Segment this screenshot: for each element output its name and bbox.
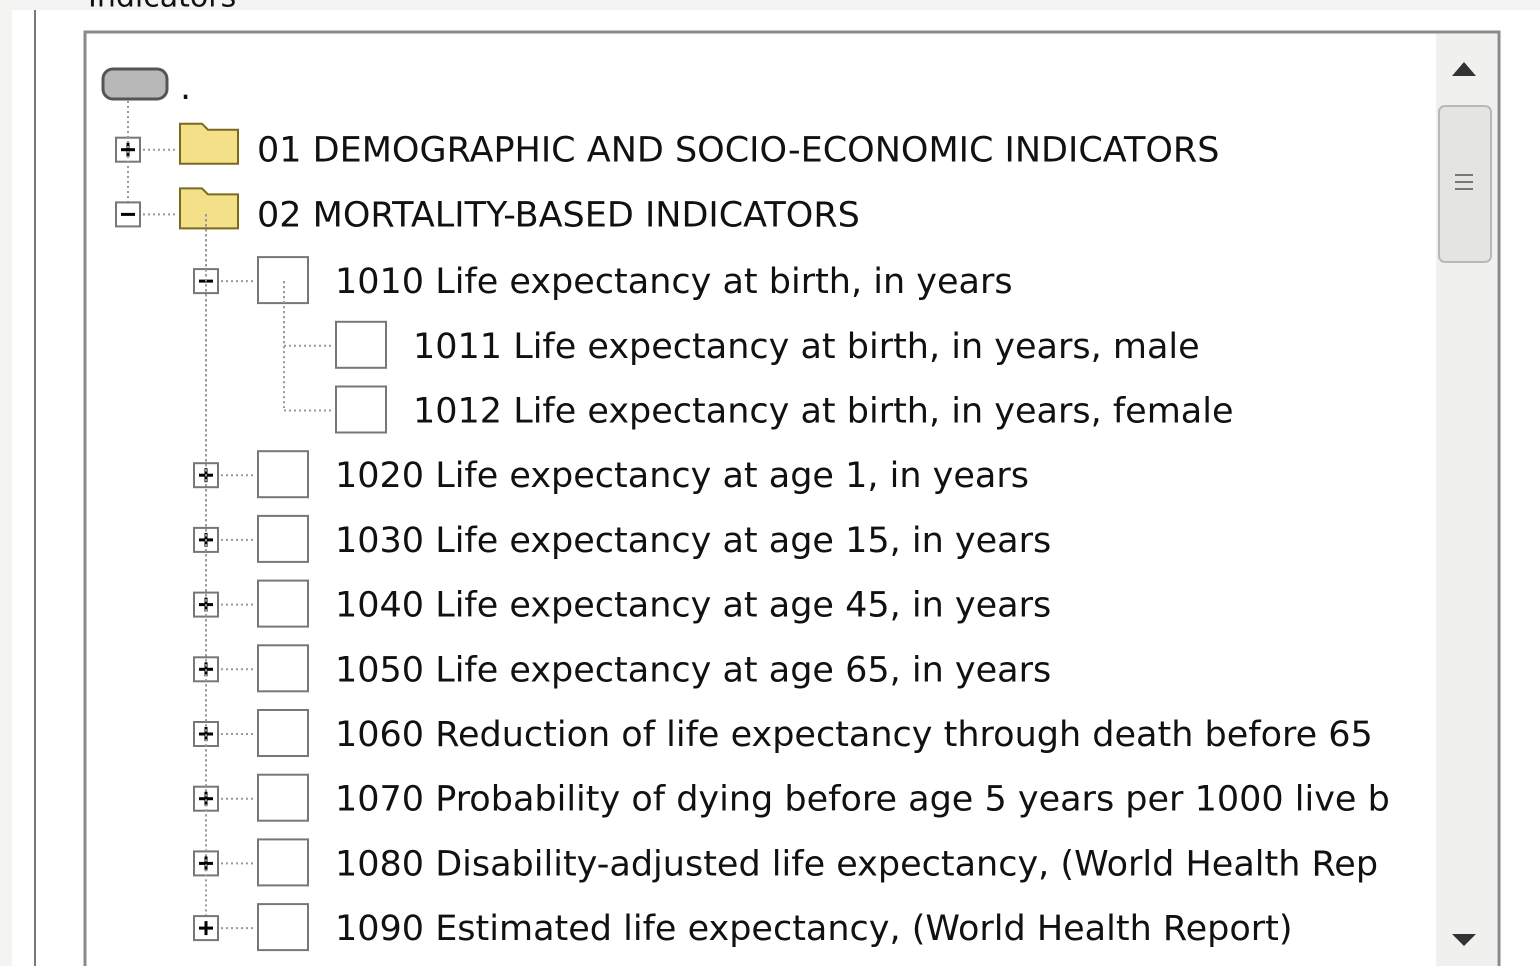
panel-label: Indicators [88, 0, 236, 15]
tree-view [85, 32, 1499, 966]
node-label[interactable]: 1090 Estimated life expectancy, (World H… [335, 909, 1293, 949]
folder-icon [180, 124, 238, 164]
node-label[interactable]: 1080 Disability-adjusted life expectancy… [335, 844, 1378, 884]
checkbox[interactable] [336, 322, 386, 368]
node-label[interactable]: 1012 Life expectancy at birth, in years,… [413, 392, 1234, 432]
checkbox[interactable] [258, 775, 308, 821]
checkbox[interactable] [258, 839, 308, 885]
node-label[interactable]: 1040 Life expectancy at age 45, in years [335, 586, 1051, 626]
checkbox[interactable] [258, 645, 308, 691]
node-label[interactable]: 1060 Reduction of life expectancy throug… [335, 715, 1373, 755]
checkbox[interactable] [258, 516, 308, 562]
scroll-thumb[interactable] [1439, 106, 1491, 262]
page: Indicators . 01 DEMOGRAPHIC AND SOCIO-ECO… [0, 0, 1540, 966]
drive-icon [103, 69, 167, 99]
node-label[interactable]: 1070 Probability of dying before age 5 y… [335, 780, 1390, 820]
node-label[interactable]: 1010 Life expectancy at birth, in years [335, 262, 1013, 302]
root-label: . [180, 68, 191, 108]
scrollbar [1436, 34, 1497, 966]
checkbox[interactable] [258, 581, 308, 627]
checkbox[interactable] [258, 904, 308, 950]
node-label[interactable]: 1011 Life expectancy at birth, in years,… [413, 327, 1200, 367]
checkbox[interactable] [258, 451, 308, 497]
checkbox[interactable] [336, 387, 386, 433]
node-label[interactable]: 1050 Life expectancy at age 65, in years [335, 650, 1051, 690]
folder-icon [180, 188, 238, 228]
node-label[interactable]: 1030 Life expectancy at age 15, in years [335, 521, 1051, 561]
node-label[interactable]: 01 DEMOGRAPHIC AND SOCIO-ECONOMIC INDICA… [257, 131, 1219, 171]
checkbox[interactable] [258, 710, 308, 756]
node-label[interactable]: 02 MORTALITY-BASED INDICATORS [257, 195, 860, 235]
screen: Indicators . 01 DEMOGRAPHIC AND SOCIO-ECO… [0, 0, 1540, 966]
node-label[interactable]: 1020 Life expectancy at age 1, in years [335, 456, 1029, 496]
